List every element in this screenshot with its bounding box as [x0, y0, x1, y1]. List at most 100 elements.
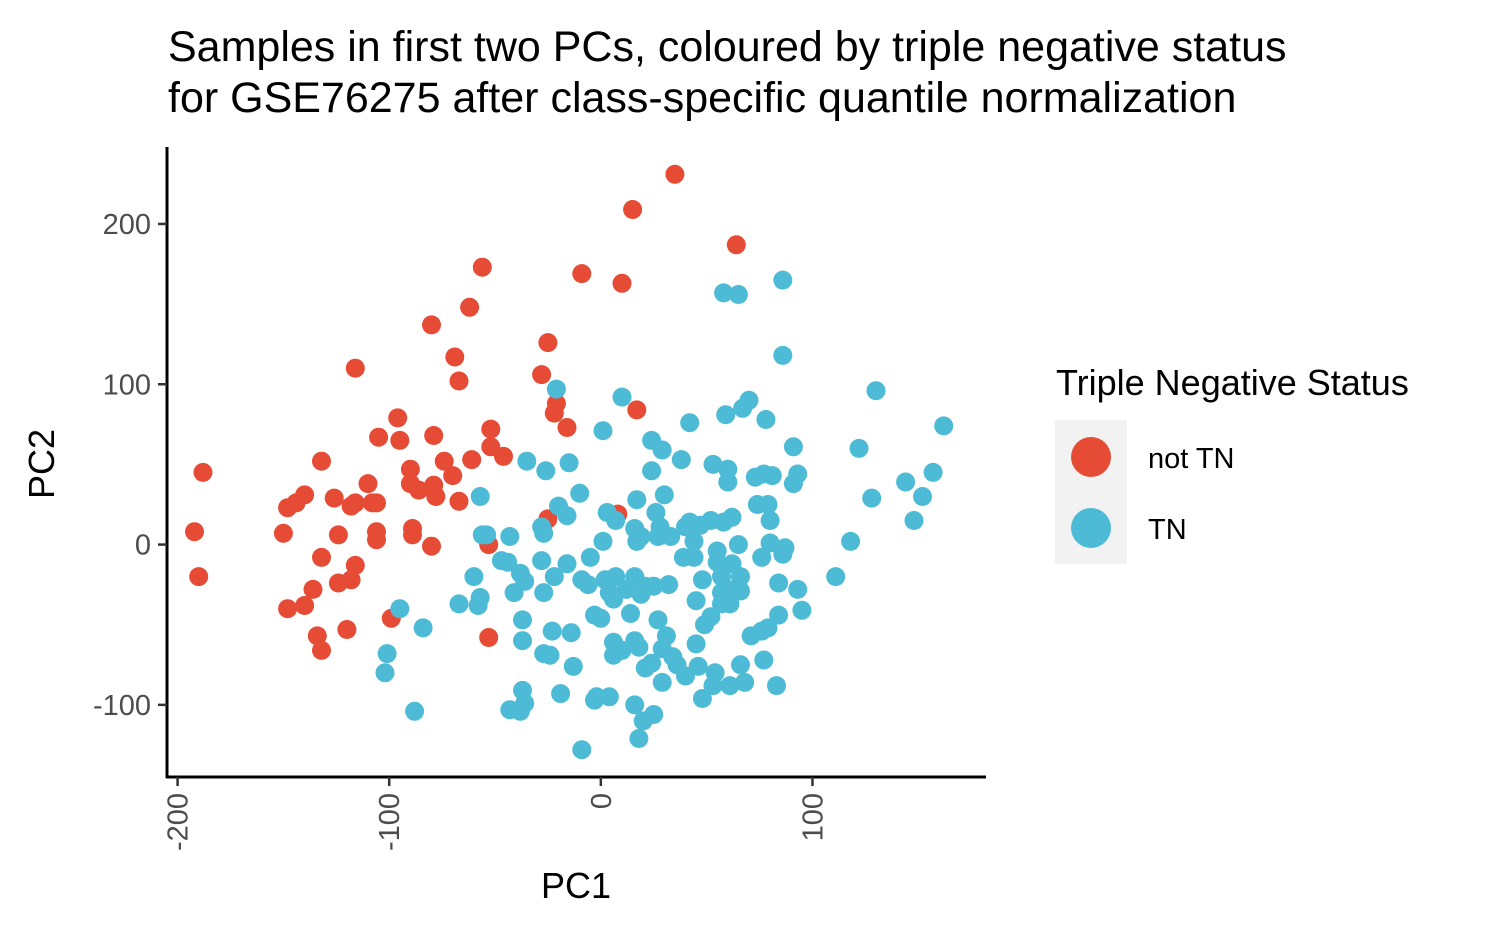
point-tn-21	[703, 454, 723, 474]
point-tn-41	[646, 503, 666, 522]
y-tick-label: -100	[93, 690, 151, 722]
point-tn-106	[631, 584, 651, 604]
chart-title-line-2: for GSE76275 after class-specific quanti…	[168, 74, 1236, 122]
point-tn-29	[718, 472, 738, 492]
point-not-tn-29	[443, 466, 463, 486]
x-axis-ticks: -200 -100 0 100	[163, 777, 829, 851]
point-tn-12	[593, 421, 613, 441]
point-tn-78	[580, 547, 600, 567]
point-tn-48	[722, 507, 742, 527]
point-not-tn-24	[494, 446, 513, 466]
point-tn-168	[585, 690, 604, 710]
point-tn-155	[720, 676, 740, 696]
point-not-tn-36	[286, 493, 306, 513]
point-tn-20	[559, 453, 579, 473]
point-tn-170	[625, 695, 645, 715]
point-tn-59	[500, 527, 520, 546]
point-tn-150	[652, 672, 672, 692]
point-tn-95	[692, 570, 712, 590]
point-tn-4	[866, 381, 886, 401]
point-tn-63	[627, 531, 647, 551]
point-tn-172	[644, 705, 664, 724]
point-not-tn-57	[189, 567, 209, 587]
point-not-tn-40	[341, 496, 361, 516]
point-tn-110	[731, 581, 750, 601]
point-tn-62	[661, 527, 681, 546]
point-tn-142	[612, 640, 632, 660]
point-tn-37	[923, 462, 943, 482]
point-tn-10	[756, 410, 776, 429]
point-tn-140	[563, 656, 583, 676]
point-tn-124	[769, 605, 789, 625]
point-tn-14	[783, 437, 803, 457]
legend-label-tn: TN	[1148, 514, 1187, 546]
y-tick-label: 0	[135, 530, 151, 562]
x-tick-label: 0	[586, 793, 618, 809]
point-not-tn-10	[445, 347, 465, 367]
point-tn-1	[714, 283, 734, 303]
point-not-tn-28	[400, 459, 420, 479]
point-tn-46	[690, 515, 710, 535]
point-not-tn-61	[278, 599, 298, 619]
point-tn-69	[904, 511, 924, 530]
point-tn-136	[741, 626, 761, 646]
point-tn-15	[652, 440, 672, 460]
point-tn-112	[468, 596, 488, 615]
point-tn-83	[752, 547, 772, 567]
point-not-tn-39	[367, 493, 386, 513]
point-not-tn-27	[434, 451, 454, 471]
point-tn-169	[599, 687, 619, 707]
point-tn-125	[792, 600, 812, 620]
data-points	[185, 164, 954, 760]
point-not-tn-19	[369, 427, 389, 447]
point-tn-43	[606, 511, 626, 530]
point-not-tn-9	[345, 358, 365, 378]
point-not-tn-64	[307, 626, 327, 646]
point-tn-118	[621, 604, 640, 623]
point-not-tn-66	[479, 628, 499, 647]
point-not-tn-60	[303, 579, 323, 599]
point-tn-90	[578, 575, 598, 595]
point-tn-36	[913, 487, 932, 506]
point-not-tn-16	[388, 408, 408, 428]
point-tn-67	[760, 533, 780, 553]
point-tn-19	[671, 450, 691, 470]
point-tn-123	[720, 594, 740, 614]
point-tn-96	[712, 567, 731, 587]
point-tn-126	[413, 618, 433, 638]
point-not-tn-48	[367, 530, 386, 550]
point-tn-161	[405, 701, 425, 721]
point-not-tn-32	[358, 474, 378, 494]
point-not-tn-6	[460, 297, 480, 317]
point-tn-157	[754, 650, 774, 670]
point-not-tn-46	[328, 525, 348, 545]
point-not-tn-2	[726, 235, 746, 255]
point-tn-174	[572, 740, 592, 760]
point-tn-53	[534, 523, 554, 543]
point-not-tn-62	[295, 596, 315, 615]
point-tn-137	[377, 644, 397, 664]
point-not-tn-52	[422, 536, 441, 556]
point-not-tn-0	[665, 164, 685, 184]
point-tn-2	[728, 285, 748, 304]
legend-label-not-tn: not TN	[1148, 443, 1235, 475]
point-tn-166	[551, 684, 571, 704]
point-tn-102	[534, 583, 554, 603]
point-tn-151	[688, 656, 708, 676]
y-tick-label: 200	[103, 209, 151, 241]
point-not-tn-5	[612, 273, 632, 293]
point-tn-6	[612, 387, 632, 407]
point-tn-105	[616, 579, 636, 599]
point-not-tn-17	[481, 419, 501, 439]
point-tn-3	[773, 345, 793, 365]
point-tn-56	[676, 517, 695, 537]
point-tn-32	[570, 483, 590, 503]
point-tn-94	[659, 575, 679, 595]
point-tn-34	[654, 485, 674, 505]
point-tn-40	[557, 506, 577, 526]
point-not-tn-59	[328, 573, 348, 593]
x-tick-label: 100	[797, 793, 829, 841]
point-tn-158	[735, 672, 755, 692]
point-tn-149	[635, 658, 655, 678]
y-axis-ticks: -100 0 100 200	[93, 209, 167, 722]
